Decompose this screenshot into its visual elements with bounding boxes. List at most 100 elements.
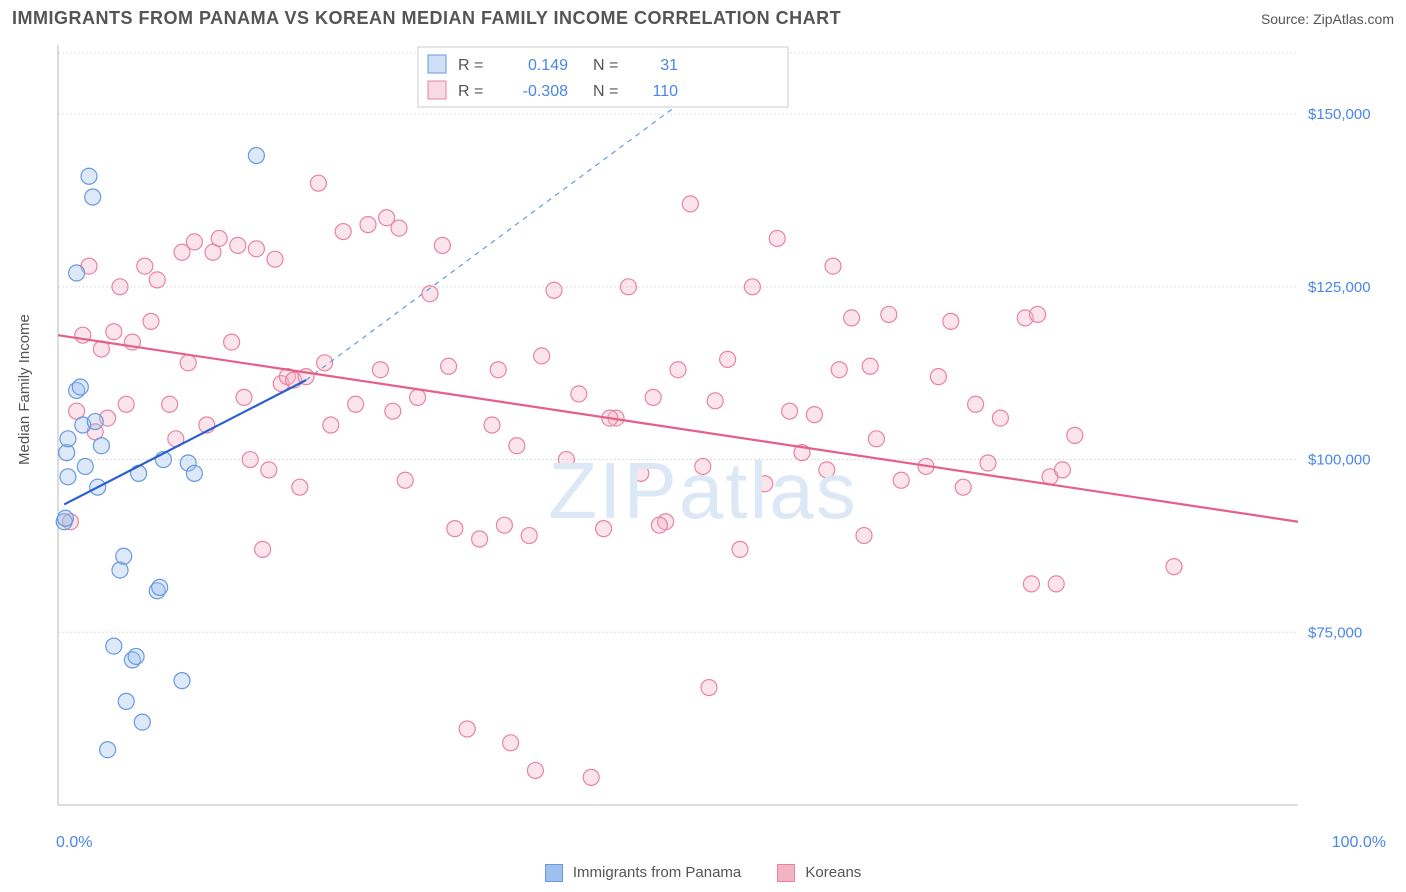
data-point [255,541,271,557]
data-point [106,638,122,654]
data-point [744,279,760,295]
stats-legend-n-value: 31 [660,57,678,74]
bottom-legend: Immigrants from Panama Koreans [0,864,1406,882]
data-point [527,762,543,778]
data-point [69,265,85,281]
stats-legend-r-value: 0.149 [528,57,568,74]
data-point [980,455,996,471]
data-point [1166,559,1182,575]
data-point [1030,306,1046,322]
data-point [1048,576,1064,592]
data-point [248,241,264,257]
data-point [93,438,109,454]
data-point [558,452,574,468]
chart-header: IMMIGRANTS FROM PANAMA VS KOREAN MEDIAN … [0,0,1406,35]
stats-legend-swatch [428,81,446,99]
stats-legend-swatch [428,55,446,73]
data-point [620,279,636,295]
data-point [490,362,506,378]
data-point [670,362,686,378]
data-point [317,355,333,371]
data-point [782,403,798,419]
data-point [236,389,252,405]
data-point [134,714,150,730]
data-point [224,334,240,350]
data-point [943,313,959,329]
legend-swatch-koreans [777,864,795,882]
data-point [211,230,227,246]
data-point [143,313,159,329]
data-point [360,217,376,233]
data-point [695,458,711,474]
legend-item-panama: Immigrants from Panama [545,864,742,882]
data-point [81,168,97,184]
data-point [1054,462,1070,478]
x-axis-max-label: 100.0% [1332,834,1386,852]
stats-legend-n-value: 110 [652,83,678,100]
data-point [112,279,128,295]
data-point [230,237,246,253]
data-point [60,431,76,447]
data-point [261,462,277,478]
data-point [651,517,667,533]
data-point [521,528,537,544]
data-point [844,310,860,326]
data-point [174,673,190,689]
chart-title: IMMIGRANTS FROM PANAMA VS KOREAN MEDIAN … [12,8,841,29]
data-point [87,414,103,430]
data-point [484,417,500,433]
data-point [72,379,88,395]
data-point [348,396,364,412]
data-point [152,579,168,595]
data-point [955,479,971,495]
data-point [707,393,723,409]
data-point [806,407,822,423]
y-axis-label: Median Family Income [16,314,33,465]
stats-legend-r-value: -0.308 [523,83,568,100]
data-point [633,465,649,481]
y-tick-label: $150,000 [1308,106,1371,123]
data-point [323,417,339,433]
data-point [57,510,73,526]
data-point [116,548,132,564]
legend-label-koreans: Koreans [805,864,861,881]
data-point [862,358,878,374]
data-point [434,237,450,253]
data-point [472,531,488,547]
data-point [825,258,841,274]
data-point [930,369,946,385]
data-point [85,189,101,205]
data-point [769,230,785,246]
y-tick-label: $75,000 [1308,624,1362,641]
data-point [137,258,153,274]
data-point [546,282,562,298]
legend-label-panama: Immigrants from Panama [573,864,741,881]
legend-swatch-panama [545,864,563,882]
data-point [534,348,550,364]
stats-legend-r-label: R = [458,83,483,100]
data-point [248,148,264,164]
data-point [701,680,717,696]
data-point [893,472,909,488]
data-point [509,438,525,454]
data-point [992,410,1008,426]
data-point [372,362,388,378]
data-point [391,220,407,236]
data-point [100,742,116,758]
y-tick-label: $100,000 [1308,452,1371,469]
data-point [831,362,847,378]
data-point [496,517,512,533]
data-point [1067,427,1083,443]
data-point [131,465,147,481]
data-point [868,431,884,447]
source-label: Source: ZipAtlas.com [1261,11,1394,27]
data-point [968,396,984,412]
scatter-chart: $75,000$100,000$125,000$150,000R =0.149N… [8,35,1398,835]
data-point [162,396,178,412]
data-point [106,324,122,340]
data-point [60,469,76,485]
data-point [186,465,202,481]
data-point [149,272,165,288]
data-point [292,479,308,495]
legend-item-koreans: Koreans [777,864,861,882]
